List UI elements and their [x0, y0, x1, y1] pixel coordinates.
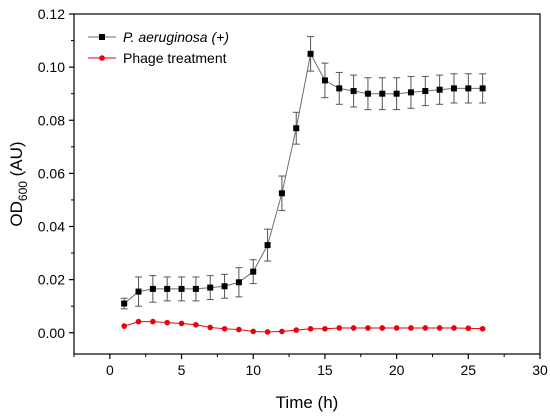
data-point	[407, 89, 414, 96]
legend-label: Phage treatment	[123, 50, 227, 66]
data-point	[192, 285, 199, 292]
y-axis-title-sub: 600	[16, 181, 30, 201]
data-point	[193, 321, 199, 328]
data-point	[436, 325, 443, 331]
data-point	[336, 85, 343, 92]
legend-marker	[99, 55, 105, 61]
data-point	[121, 323, 127, 329]
data-point	[336, 325, 343, 331]
data-point	[135, 288, 142, 295]
data-point	[479, 85, 486, 92]
x-tick-label: 0	[106, 362, 114, 378]
data-point	[221, 325, 228, 332]
x-tick-label: 20	[389, 362, 405, 378]
data-point	[178, 320, 185, 327]
data-point	[307, 50, 314, 57]
legend-label: P. aeruginosa (+)	[123, 29, 229, 45]
data-point	[422, 325, 429, 331]
legend-marker	[99, 34, 105, 40]
x-tick-label: 30	[532, 362, 548, 378]
data-point	[293, 327, 300, 333]
data-point	[149, 285, 156, 292]
data-point	[264, 329, 271, 335]
x-tick-label: 10	[245, 362, 261, 378]
data-point	[135, 318, 142, 325]
data-point	[207, 284, 214, 291]
data-point	[379, 325, 386, 331]
data-point	[364, 90, 371, 97]
data-point	[465, 325, 472, 332]
data-point	[350, 325, 357, 331]
data-point	[408, 325, 414, 331]
data-point	[236, 326, 242, 333]
data-point	[379, 90, 386, 97]
y-tick-label: 0.12	[38, 6, 65, 22]
data-point	[365, 325, 371, 331]
data-point	[121, 300, 128, 307]
data-point	[279, 328, 285, 335]
series-1	[120, 36, 487, 310]
data-point	[207, 324, 214, 331]
y-tick-label: 0.04	[38, 219, 65, 235]
data-point	[278, 190, 285, 197]
y-axis-title-suffix: (AU)	[7, 141, 26, 181]
data-point	[164, 319, 170, 326]
data-point	[393, 90, 400, 97]
data-point	[451, 325, 457, 331]
axes: 0 5 10 15 20 25 30 0.00 0.02 0.04 0.06 0.08 0.10 0.12	[38, 6, 548, 378]
legend-label-suffix: (+)	[208, 29, 229, 45]
data-point	[250, 328, 257, 335]
data-point	[235, 279, 242, 286]
y-axis-title: OD600 (AU)	[7, 141, 30, 226]
y-tick-label: 0.08	[38, 112, 65, 128]
data-point	[164, 285, 171, 292]
data-point	[293, 125, 300, 132]
x-axis-title: Time (h)	[276, 393, 339, 412]
x-tick-label: 25	[461, 362, 477, 378]
series-layer	[120, 36, 487, 335]
data-point	[250, 268, 257, 275]
data-point	[393, 325, 400, 331]
data-point	[221, 283, 228, 290]
y-tick-label: 0.00	[38, 325, 65, 341]
legend: P. aeruginosa (+) Phage treatment	[88, 29, 229, 66]
data-point	[479, 325, 486, 332]
data-point	[264, 242, 271, 249]
data-point	[321, 77, 328, 84]
y-tick-label: 0.02	[38, 272, 65, 288]
legend-label-italic: P. aeruginosa	[123, 29, 208, 45]
data-point	[307, 325, 314, 332]
data-point	[150, 318, 156, 325]
data-point	[436, 86, 443, 93]
data-point	[422, 88, 429, 95]
data-point	[450, 85, 457, 92]
y-axis-title-main: OD	[7, 201, 26, 227]
data-point	[350, 88, 357, 95]
x-tick-label: 5	[178, 362, 186, 378]
series-2	[121, 318, 486, 335]
data-point	[322, 325, 328, 332]
y-tick-label: 0.06	[38, 165, 65, 181]
data-point	[178, 285, 185, 292]
y-tick-label: 0.10	[38, 59, 65, 75]
data-point	[465, 85, 472, 92]
plot-frame	[73, 13, 541, 355]
x-tick-label: 15	[317, 362, 333, 378]
